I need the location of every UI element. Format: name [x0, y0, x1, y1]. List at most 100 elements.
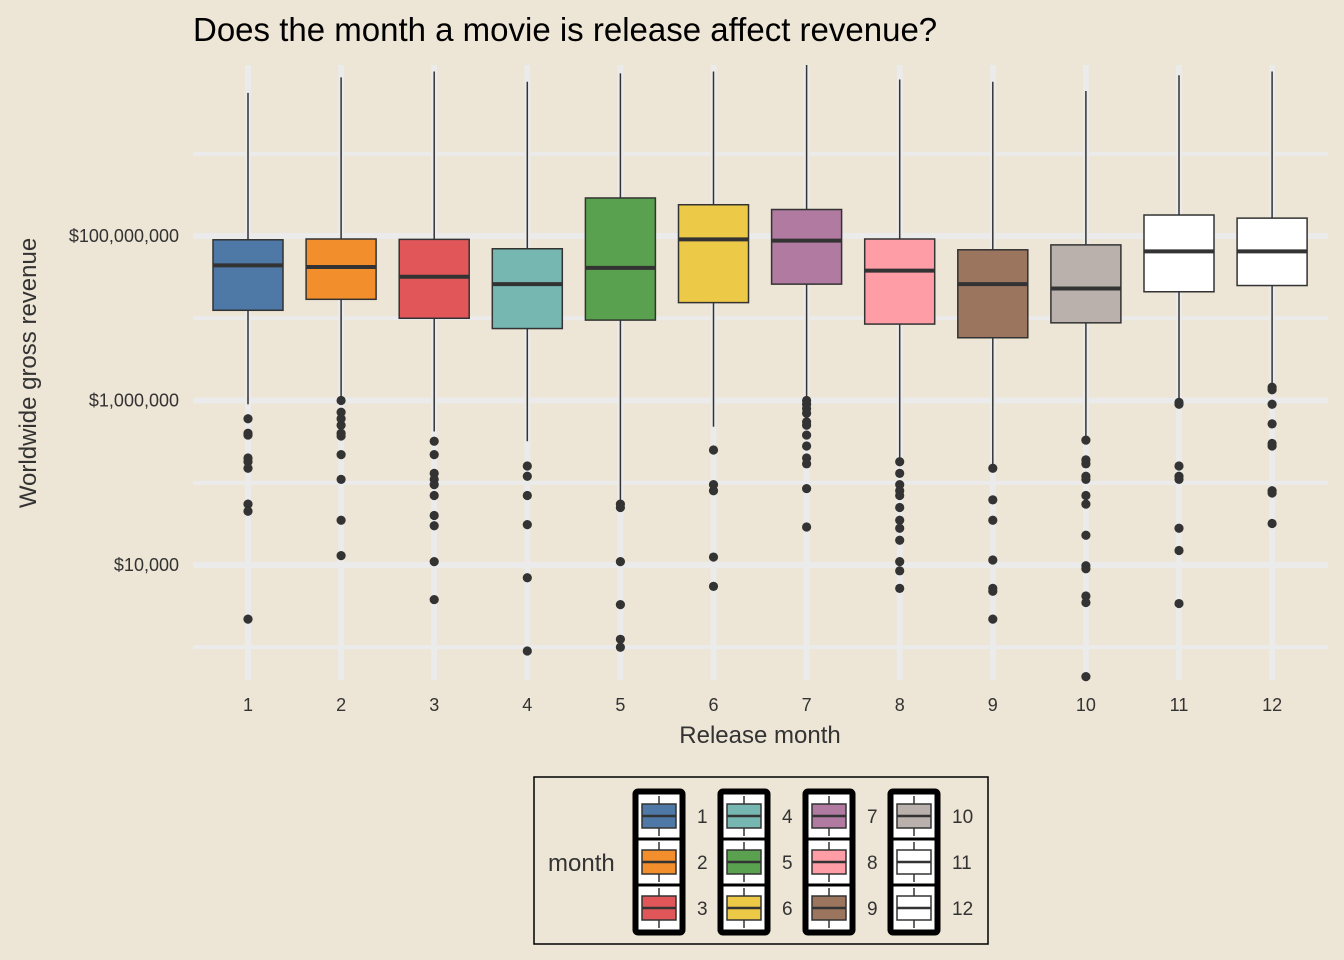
outlier-point	[336, 551, 346, 561]
legend-frame	[533, 776, 989, 945]
box-body	[1050, 244, 1122, 324]
chart-title: Does the month a movie is release affect…	[193, 11, 937, 48]
outlier-point	[1081, 530, 1091, 540]
legend-key-2: 2	[635, 837, 708, 887]
outlier-point	[895, 557, 905, 567]
box-month-7	[770, 65, 843, 532]
outlier-point	[615, 634, 626, 644]
outlier-point	[243, 430, 253, 440]
outlier-point	[429, 479, 439, 490]
legend-label: 1	[697, 807, 708, 828]
outlier-point	[895, 583, 905, 593]
outlier-point	[429, 436, 439, 446]
outlier-point	[336, 431, 346, 441]
outlier-point	[1174, 523, 1184, 533]
box-month-10	[1050, 90, 1122, 682]
outlier-point	[802, 459, 812, 469]
outlier-point	[522, 520, 532, 530]
legend-label: 4	[782, 807, 793, 828]
box-month-3	[398, 71, 470, 605]
box-month-6	[677, 71, 750, 591]
outlier-point	[1081, 564, 1091, 574]
outlier-point	[895, 502, 905, 513]
box-month-2	[305, 77, 377, 561]
x-tick-label: 1	[243, 695, 253, 715]
outlier-point	[1267, 385, 1277, 395]
outlier-point	[1174, 461, 1184, 471]
outlier-point	[708, 581, 719, 591]
legend-label: 7	[867, 807, 878, 828]
x-tick-label: 4	[522, 695, 532, 715]
x-tick-label: 7	[802, 695, 812, 715]
plot-area	[212, 65, 1308, 682]
legend-key-7: 7	[805, 791, 878, 841]
x-tick-label: 3	[429, 695, 439, 715]
outlier-point	[429, 521, 439, 531]
outlier-point	[895, 523, 905, 533]
box-month-8	[863, 79, 936, 593]
outlier-point	[336, 474, 346, 484]
outlier-point	[522, 646, 532, 656]
outlier-point	[336, 414, 346, 424]
box-month-9	[957, 81, 1029, 624]
outlier-point	[336, 515, 346, 525]
outlier-point	[243, 499, 253, 509]
outlier-point	[243, 414, 253, 424]
outlier-point	[243, 506, 253, 516]
outlier-point	[1081, 591, 1091, 601]
legend-column-frame	[717, 788, 771, 936]
legend-label: 8	[867, 853, 878, 874]
x-tick-label: 6	[708, 695, 718, 715]
outlier-point	[1267, 488, 1277, 498]
legend-label: 3	[697, 899, 708, 920]
x-tick-label: 12	[1262, 695, 1282, 715]
y-tick-label: $1,000,000	[89, 391, 179, 411]
box-body	[305, 238, 377, 301]
outlier-point	[522, 573, 532, 583]
outlier-point	[802, 522, 812, 532]
outlier-point	[429, 557, 439, 567]
x-tick-label: 10	[1076, 695, 1096, 715]
outlier-point	[802, 430, 812, 440]
legend-key-3: 3	[635, 883, 708, 933]
outlier-point	[1081, 499, 1091, 509]
outlier-point	[1174, 598, 1184, 609]
outlier-point	[336, 450, 346, 460]
box-month-11	[1143, 75, 1215, 609]
y-axis-ticks: $10,000 $1,000,000 $100,000,000	[69, 226, 179, 575]
outlier-point	[243, 463, 253, 473]
box-body	[212, 239, 284, 312]
outlier-point	[895, 515, 905, 525]
outlier-point	[988, 614, 998, 624]
legend-key-11: 11	[890, 837, 972, 887]
outlier-point	[802, 483, 812, 494]
outlier-point	[988, 495, 998, 505]
x-tick-label: 2	[336, 695, 346, 715]
outlier-point	[988, 463, 998, 473]
outlier-point	[1081, 597, 1091, 608]
outlier-point	[1267, 399, 1277, 409]
y-axis-title: Worldwide gross revenue	[15, 238, 42, 508]
y-tick-label: $10,000	[114, 555, 179, 575]
legend-label: 6	[782, 899, 793, 920]
legend-title: month	[548, 850, 615, 877]
outlier-point	[895, 468, 905, 478]
outlier-point	[1081, 459, 1091, 469]
box-body	[957, 249, 1029, 339]
outlier-point	[336, 395, 346, 406]
outlier-point	[802, 420, 812, 430]
outlier-point	[243, 457, 253, 467]
outlier-point	[802, 441, 812, 451]
legend-label: 11	[952, 853, 972, 874]
legend-key-10: 10	[890, 791, 973, 841]
legend-key-12: 12	[890, 883, 973, 933]
legend-label: 9	[867, 899, 878, 920]
outlier-point	[895, 457, 905, 467]
legend-key-9: 9	[805, 883, 878, 933]
box-body	[770, 208, 843, 285]
outlier-point	[895, 566, 905, 576]
y-tick-label: $100,000,000	[69, 226, 179, 246]
box-month-12	[1236, 71, 1308, 529]
